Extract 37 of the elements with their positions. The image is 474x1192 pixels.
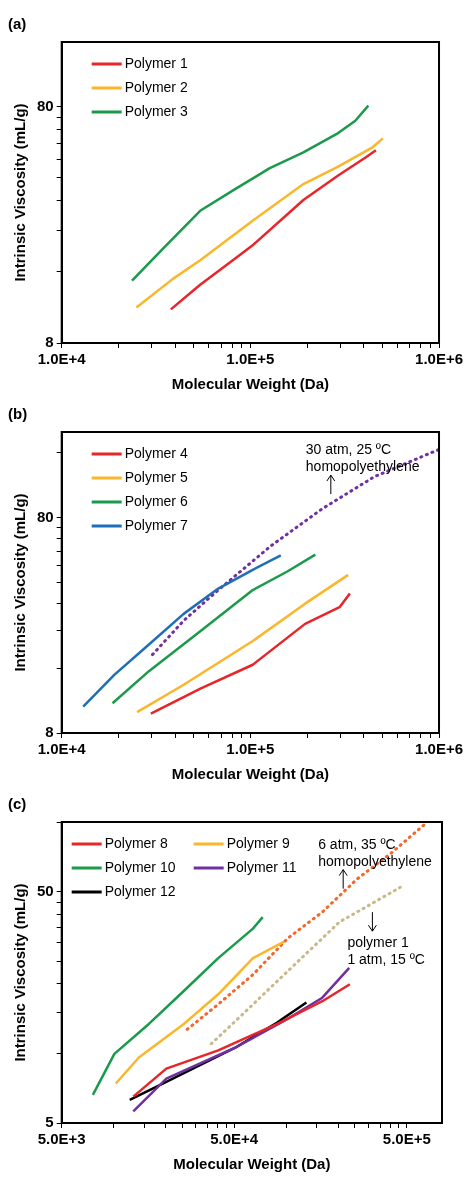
legend-label: Polymer 12 bbox=[104, 882, 176, 899]
y-axis-title: Intrinsic Viscosity (mL/g) bbox=[11, 883, 29, 1062]
x-tick-label: 1.0E+6 bbox=[415, 350, 463, 368]
y-tick-label: 8 bbox=[45, 333, 54, 351]
chart-title: (b) bbox=[8, 405, 28, 423]
x-axis-title: Molecular Weight (Da) bbox=[171, 765, 329, 783]
x-tick-label: 1.0E+5 bbox=[226, 740, 275, 758]
x-tick-label: 1.0E+4 bbox=[37, 740, 87, 758]
x-axis-title: Molecular Weight (Da) bbox=[171, 375, 329, 393]
y-tick-label: 80 bbox=[37, 96, 54, 114]
legend-label: Polymer 4 bbox=[124, 444, 188, 461]
y-tick-label: 80 bbox=[37, 507, 54, 525]
legend-label: Polymer 5 bbox=[124, 468, 188, 485]
legend-label: Polymer 7 bbox=[124, 516, 188, 533]
x-axis-title: Molecular Weight (Da) bbox=[173, 1155, 331, 1173]
y-axis-title: Intrinsic Viscosity (mL/g) bbox=[11, 103, 29, 282]
x-tick-label: 1.0E+5 bbox=[226, 350, 275, 368]
x-tick-label: 1.0E+6 bbox=[415, 740, 463, 758]
chart-title: (c) bbox=[8, 795, 27, 813]
legend-label: Polymer 1 bbox=[124, 54, 188, 71]
x-tick-label: 5.0E+3 bbox=[37, 1130, 86, 1148]
x-tick-label: 5.0E+5 bbox=[382, 1130, 431, 1148]
annotation: polymer 1 1 atm, 15 ºC bbox=[347, 934, 425, 968]
legend-label: Polymer 3 bbox=[124, 102, 188, 119]
legend-label: Polymer 6 bbox=[124, 492, 188, 509]
legend-label: Polymer 10 bbox=[104, 858, 176, 875]
y-axis-title: Intrinsic Viscosity (mL/g) bbox=[11, 493, 29, 672]
y-tick-label: 5 bbox=[45, 1113, 54, 1131]
legend-label: Polymer 2 bbox=[124, 78, 188, 95]
y-tick-label: 50 bbox=[37, 881, 54, 899]
legend-label: Polymer 8 bbox=[104, 834, 168, 851]
x-tick-label: 1.0E+4 bbox=[37, 350, 87, 368]
legend-label: Polymer 9 bbox=[226, 834, 290, 851]
chart-title: (a) bbox=[8, 15, 27, 33]
legend-label: Polymer 11 bbox=[226, 858, 297, 875]
y-tick-label: 8 bbox=[45, 723, 54, 741]
x-tick-label: 5.0E+4 bbox=[210, 1130, 259, 1148]
